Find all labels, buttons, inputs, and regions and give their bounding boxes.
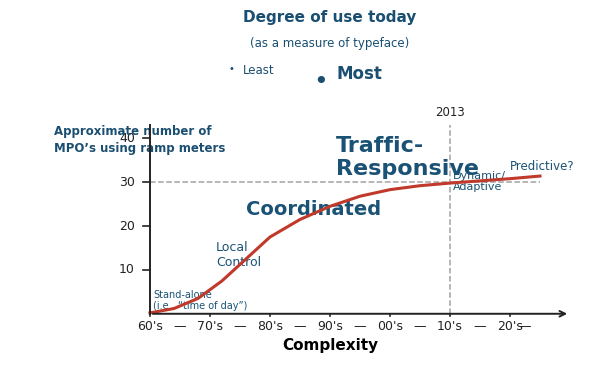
- Text: Complexity: Complexity: [282, 338, 378, 353]
- Text: 20: 20: [119, 220, 135, 232]
- Text: 00's: 00's: [377, 320, 403, 333]
- Text: •: •: [228, 64, 234, 74]
- Text: 70's: 70's: [197, 320, 223, 333]
- Text: Stand-alone
(i.e., “time of day”): Stand-alone (i.e., “time of day”): [153, 290, 247, 311]
- Text: —: —: [414, 320, 426, 333]
- Text: 60's: 60's: [137, 320, 163, 333]
- Text: 20's: 20's: [497, 320, 523, 333]
- Text: —: —: [234, 320, 246, 333]
- Text: 30: 30: [119, 176, 135, 189]
- Text: Traffic-
Responsive: Traffic- Responsive: [336, 136, 479, 178]
- Text: 10: 10: [119, 263, 135, 276]
- Text: —: —: [174, 320, 186, 333]
- Text: Predictive?: Predictive?: [510, 160, 575, 173]
- Text: (as a measure of typeface): (as a measure of typeface): [250, 37, 410, 50]
- Text: 2013: 2013: [435, 106, 465, 119]
- Text: Dynamic/
Adaptive: Dynamic/ Adaptive: [453, 171, 506, 192]
- Text: —: —: [354, 320, 366, 333]
- Text: 80's: 80's: [257, 320, 283, 333]
- Text: Local
Control: Local Control: [216, 241, 261, 269]
- Text: Most: Most: [336, 65, 382, 83]
- Text: —: —: [519, 320, 531, 333]
- Text: Degree of use today: Degree of use today: [244, 10, 416, 25]
- Text: 10's: 10's: [437, 320, 463, 333]
- Text: —: —: [294, 320, 306, 333]
- Text: •: •: [314, 70, 328, 94]
- Text: Approximate number of
MPO’s using ramp meters: Approximate number of MPO’s using ramp m…: [54, 125, 226, 155]
- Text: —: —: [474, 320, 486, 333]
- Text: 90's: 90's: [317, 320, 343, 333]
- Text: 40: 40: [119, 132, 135, 145]
- Text: Least: Least: [243, 64, 275, 77]
- Text: Coordinated: Coordinated: [246, 200, 381, 219]
